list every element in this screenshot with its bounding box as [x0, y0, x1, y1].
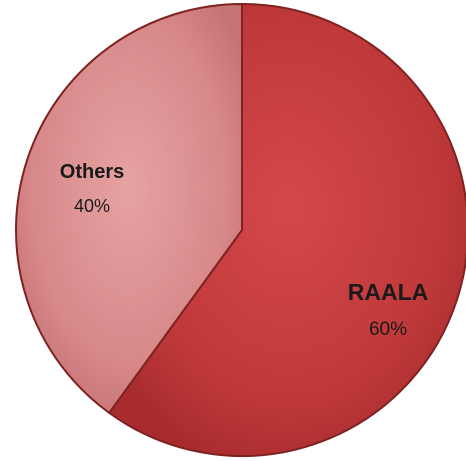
pie-labels: RAALA 60% Others 40% — [60, 161, 428, 340]
slice-label-raala: RAALA — [348, 279, 429, 305]
pie-slice-others — [15, 3, 243, 414]
slice-value-raala: 60% — [369, 319, 407, 340]
pie-slice-raala — [108, 3, 466, 457]
slice-label-others: Others — [60, 161, 124, 183]
slice-value-others: 40% — [74, 196, 110, 216]
pie-slices — [15, 3, 466, 457]
